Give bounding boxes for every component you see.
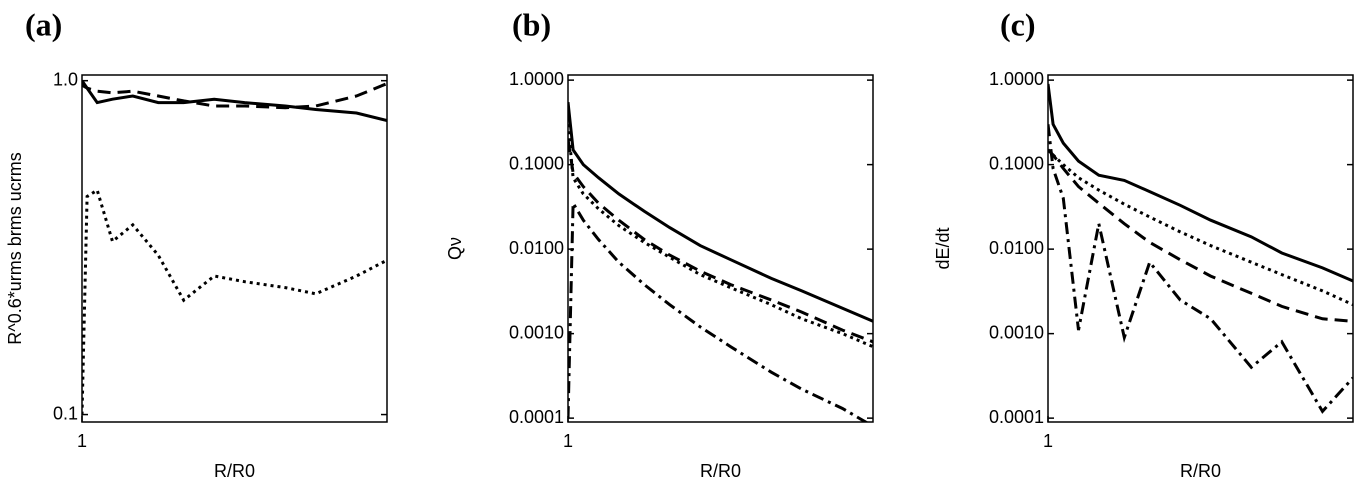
x-tick-label: 1	[563, 431, 573, 451]
data-line	[568, 197, 869, 422]
y-tick-label: 1.0000	[509, 69, 564, 89]
data-line	[1048, 148, 1353, 323]
lines	[1048, 83, 1353, 414]
lines	[82, 79, 387, 415]
plot-frame	[81, 74, 388, 423]
y-tick-label: 0.0001	[989, 407, 1044, 427]
data-line	[82, 83, 387, 122]
x-tick-label: 1	[1043, 431, 1053, 451]
data-line	[568, 101, 873, 323]
y-tick-label: 0.0010	[989, 322, 1044, 342]
y-tick-label: 0.1	[53, 403, 78, 423]
y-axis-label: R^0.6*urms brms ucrms	[5, 152, 25, 344]
x-axis-label: R/R0	[214, 461, 255, 481]
y-tick-label: 0.0010	[509, 322, 564, 342]
data-line	[568, 124, 873, 349]
y-tick-label: 0.0001	[509, 407, 564, 427]
plot-frame	[1047, 74, 1354, 423]
y-tick-label: 0.0100	[509, 238, 564, 258]
x-axis-label: R/R0	[700, 461, 741, 481]
panel: (a) R/R0 R^0.6*urms brms ucrms 0.1 1.0 1	[5, 6, 388, 481]
panel: (c) R/R0 dE/dt 0.0001 0.0010 0.0100 0.1000 1.00…	[933, 6, 1354, 481]
y-tick-label: 1.0000	[989, 69, 1044, 89]
panel: (b) R/R0 Qν 0.0001 0.0010 0.0100 0.1000 1.0000 1	[445, 6, 874, 481]
data-line	[82, 187, 387, 415]
y-axis-label: Qν	[445, 237, 465, 260]
x-axis-label: R/R0	[1180, 461, 1221, 481]
y-axis-label: dE/dt	[933, 227, 953, 269]
y-tick-label: 0.1000	[509, 153, 564, 173]
y-tick-label: 0.0100	[989, 238, 1044, 258]
panel-title: (c)	[1000, 6, 1036, 42]
lines	[568, 101, 873, 422]
data-line	[1048, 124, 1353, 414]
data-line	[1048, 148, 1353, 307]
y-tick-label: 0.1000	[989, 153, 1044, 173]
plot-frame	[567, 74, 874, 423]
panel-title: (a)	[25, 6, 62, 42]
panel-title: (b)	[512, 6, 551, 42]
data-line	[82, 79, 387, 110]
data-line	[568, 138, 873, 344]
data-line	[1048, 83, 1353, 283]
x-tick-label: 1	[77, 431, 87, 451]
y-tick-label: 1.0	[53, 69, 78, 89]
